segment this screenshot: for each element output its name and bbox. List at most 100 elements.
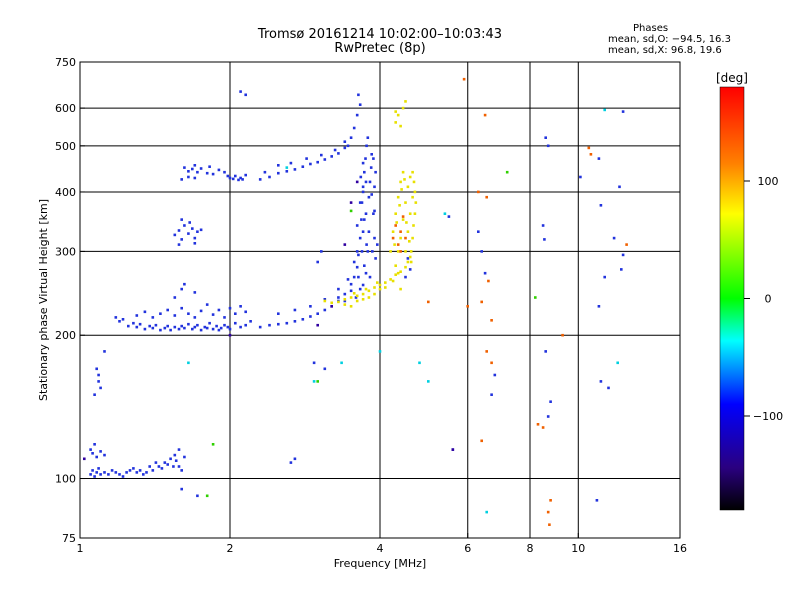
data-point xyxy=(208,321,211,325)
y-axis-label: Stationary phase Virtual Height [km] xyxy=(37,199,50,401)
data-point xyxy=(612,236,616,240)
data-point xyxy=(370,153,373,156)
data-point xyxy=(355,113,359,117)
data-point xyxy=(231,177,235,181)
data-point xyxy=(95,471,98,474)
data-point xyxy=(333,148,337,152)
data-point xyxy=(135,314,139,317)
data-point xyxy=(132,321,135,325)
grid-lines xyxy=(80,62,680,538)
data-point xyxy=(404,100,407,103)
data-point xyxy=(268,175,271,179)
data-point xyxy=(406,260,410,264)
data-point xyxy=(541,426,545,429)
data-point xyxy=(412,224,415,227)
data-point xyxy=(401,170,405,174)
data-point xyxy=(293,308,297,312)
colorbar-ticks: 100 0 −100 xyxy=(744,175,783,423)
data-point xyxy=(549,499,552,502)
data-point xyxy=(103,350,106,353)
data-point xyxy=(364,271,368,275)
data-point xyxy=(118,320,121,323)
data-point xyxy=(343,243,347,246)
data-point xyxy=(411,170,414,174)
data-point xyxy=(285,166,289,169)
data-point xyxy=(343,303,347,306)
data-point xyxy=(561,333,564,337)
data-point xyxy=(208,165,211,168)
data-point xyxy=(369,166,373,169)
x-tick-label: 8 xyxy=(527,542,534,555)
data-point xyxy=(301,318,305,321)
data-point xyxy=(389,250,392,253)
data-point xyxy=(244,173,247,177)
data-point xyxy=(228,333,232,337)
data-point xyxy=(349,289,353,293)
data-point xyxy=(367,289,371,293)
data-point xyxy=(97,467,100,470)
data-point xyxy=(320,250,323,253)
data-point xyxy=(357,93,360,97)
data-point xyxy=(534,296,537,299)
data-point xyxy=(352,292,356,295)
data-point xyxy=(127,324,130,328)
data-point xyxy=(490,361,493,365)
data-point xyxy=(103,453,106,457)
data-point xyxy=(258,325,262,329)
data-point xyxy=(330,301,333,305)
data-point xyxy=(193,176,197,180)
data-point xyxy=(361,185,365,189)
colorbar-tick-label: 0 xyxy=(765,293,772,306)
data-point xyxy=(205,303,209,306)
data-point xyxy=(183,166,186,169)
data-point xyxy=(443,212,447,215)
data-point xyxy=(406,257,410,260)
data-point xyxy=(360,250,364,253)
data-point xyxy=(368,180,372,184)
data-point xyxy=(239,305,242,308)
data-point xyxy=(396,195,400,199)
data-point xyxy=(384,281,387,284)
data-point xyxy=(196,323,199,327)
data-point xyxy=(352,260,356,264)
data-point xyxy=(447,215,451,218)
data-point xyxy=(323,298,327,301)
data-point xyxy=(393,243,396,246)
data-point xyxy=(293,457,297,461)
data-point xyxy=(217,168,221,172)
data-point xyxy=(354,296,358,299)
phase-stats-x: mean, sd,X: 96.8, 19.6 xyxy=(608,45,722,56)
data-point xyxy=(97,380,100,383)
data-point xyxy=(367,296,371,299)
data-point xyxy=(312,380,316,383)
data-point xyxy=(358,103,362,106)
data-point xyxy=(135,471,139,474)
data-point xyxy=(239,176,242,180)
data-point xyxy=(349,201,353,204)
data-point xyxy=(587,146,591,150)
data-point xyxy=(239,90,242,93)
data-point xyxy=(180,306,183,310)
phase-stats-header: Phases xyxy=(633,23,669,34)
data-point xyxy=(366,136,370,139)
data-point xyxy=(188,221,191,224)
data-point xyxy=(320,153,323,157)
y-axis-ticks: 75 100 200 300 400 500 600 750 xyxy=(55,56,85,545)
data-point xyxy=(396,271,400,275)
data-point xyxy=(546,415,550,418)
data-points xyxy=(83,77,628,526)
data-point xyxy=(391,279,395,283)
y-tick-label: 500 xyxy=(55,140,76,153)
data-point xyxy=(625,243,628,246)
data-point xyxy=(406,185,410,189)
x-tick-label: 1 xyxy=(77,542,84,555)
data-point xyxy=(396,243,400,246)
data-point xyxy=(217,308,221,312)
data-point xyxy=(309,162,312,166)
data-point xyxy=(145,471,148,474)
data-point xyxy=(378,287,382,291)
data-point xyxy=(399,236,402,240)
data-point xyxy=(366,250,370,253)
colorbar-tick-label: 100 xyxy=(758,175,779,188)
data-point xyxy=(373,292,376,296)
